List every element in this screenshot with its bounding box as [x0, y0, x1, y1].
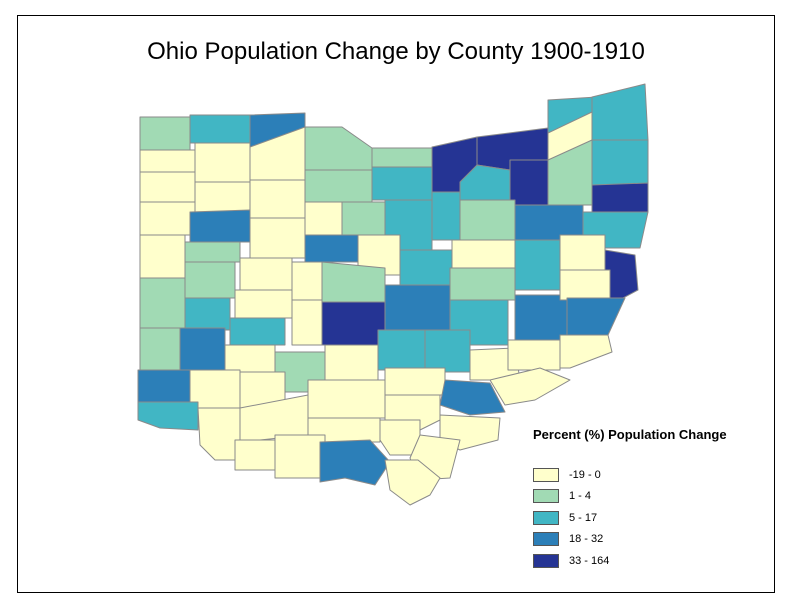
- legend-title: Percent (%) Population Change: [533, 427, 727, 442]
- county-43: [514, 239, 561, 291]
- county-16: [139, 171, 196, 203]
- legend-label-3: 5 - 17: [569, 512, 598, 524]
- legend-item-4: 18 - 32: [533, 531, 603, 547]
- county-30: [249, 217, 306, 259]
- county-75: [489, 367, 571, 406]
- county-31: [304, 234, 359, 263]
- legend-swatch-3: [533, 511, 559, 525]
- county-74: [439, 379, 506, 416]
- legend-swatch-5: [533, 554, 559, 568]
- county-28: [139, 201, 196, 236]
- county-63: [324, 344, 379, 381]
- county-4: [139, 149, 196, 173]
- county-73: [384, 367, 446, 396]
- map-title: Ohio Population Change by County 1900-19…: [147, 38, 645, 65]
- legend-item-2: 1 - 4: [533, 488, 591, 504]
- county-55: [566, 297, 626, 336]
- county-59: [139, 327, 181, 371]
- legend-swatch-2: [533, 489, 559, 503]
- legend-label-2: 1 - 4: [569, 490, 592, 502]
- county-42: [451, 239, 516, 269]
- county-29: [189, 209, 251, 243]
- county-77: [197, 407, 241, 461]
- county-87: [384, 459, 441, 506]
- county-68: [559, 334, 613, 369]
- county-24: [509, 159, 549, 206]
- county-76: [137, 401, 199, 431]
- county-52: [449, 267, 516, 301]
- county-8: [371, 147, 433, 168]
- county-38: [184, 241, 241, 263]
- legend-item-5: 33 - 164: [533, 553, 609, 569]
- county-61: [224, 344, 276, 373]
- county-10: [371, 166, 433, 201]
- county-9: [304, 169, 373, 203]
- county-84: [319, 439, 391, 486]
- county-53: [514, 294, 568, 341]
- county-1: [139, 116, 191, 151]
- legend-item-1: -19 - 0: [533, 467, 601, 483]
- county-85: [379, 419, 421, 456]
- county-50: [321, 301, 386, 346]
- county-67: [507, 339, 561, 371]
- legend-swatch-1: [533, 468, 559, 482]
- county-41: [321, 261, 386, 303]
- county-27: [591, 182, 649, 213]
- county-18: [249, 179, 306, 219]
- county-65: [424, 329, 471, 373]
- county-69: [137, 369, 191, 403]
- county-44: [559, 234, 606, 271]
- county-33: [399, 249, 453, 286]
- legend-label-4: 18 - 32: [569, 533, 604, 545]
- county-34: [459, 199, 516, 241]
- county-39: [239, 257, 293, 291]
- county-49: [291, 299, 323, 346]
- legend-label-1: -19 - 0: [569, 469, 601, 481]
- county-82: [234, 439, 276, 471]
- county-2: [189, 114, 251, 144]
- county-19: [304, 201, 343, 236]
- county-37: [139, 234, 186, 279]
- county-64: [377, 329, 426, 371]
- county-83: [274, 434, 326, 479]
- county-22: [431, 191, 461, 241]
- county-20: [341, 201, 386, 236]
- county-26: [591, 139, 649, 186]
- county-57: [229, 317, 286, 346]
- county-5: [194, 142, 251, 183]
- county-51: [384, 284, 451, 331]
- county-60: [179, 327, 226, 371]
- county-17: [194, 181, 251, 213]
- county-56: [184, 297, 231, 331]
- county-54: [559, 269, 611, 301]
- county-40: [291, 261, 323, 301]
- legend-item-3: 5 - 17: [533, 510, 597, 526]
- county-72: [307, 379, 386, 419]
- county-47: [184, 261, 236, 299]
- legend-swatch-4: [533, 532, 559, 546]
- county-48: [234, 289, 293, 319]
- county-46: [139, 277, 186, 329]
- legend-label-5: 33 - 164: [569, 555, 610, 567]
- county-7: [304, 126, 373, 171]
- county-15: [591, 83, 649, 141]
